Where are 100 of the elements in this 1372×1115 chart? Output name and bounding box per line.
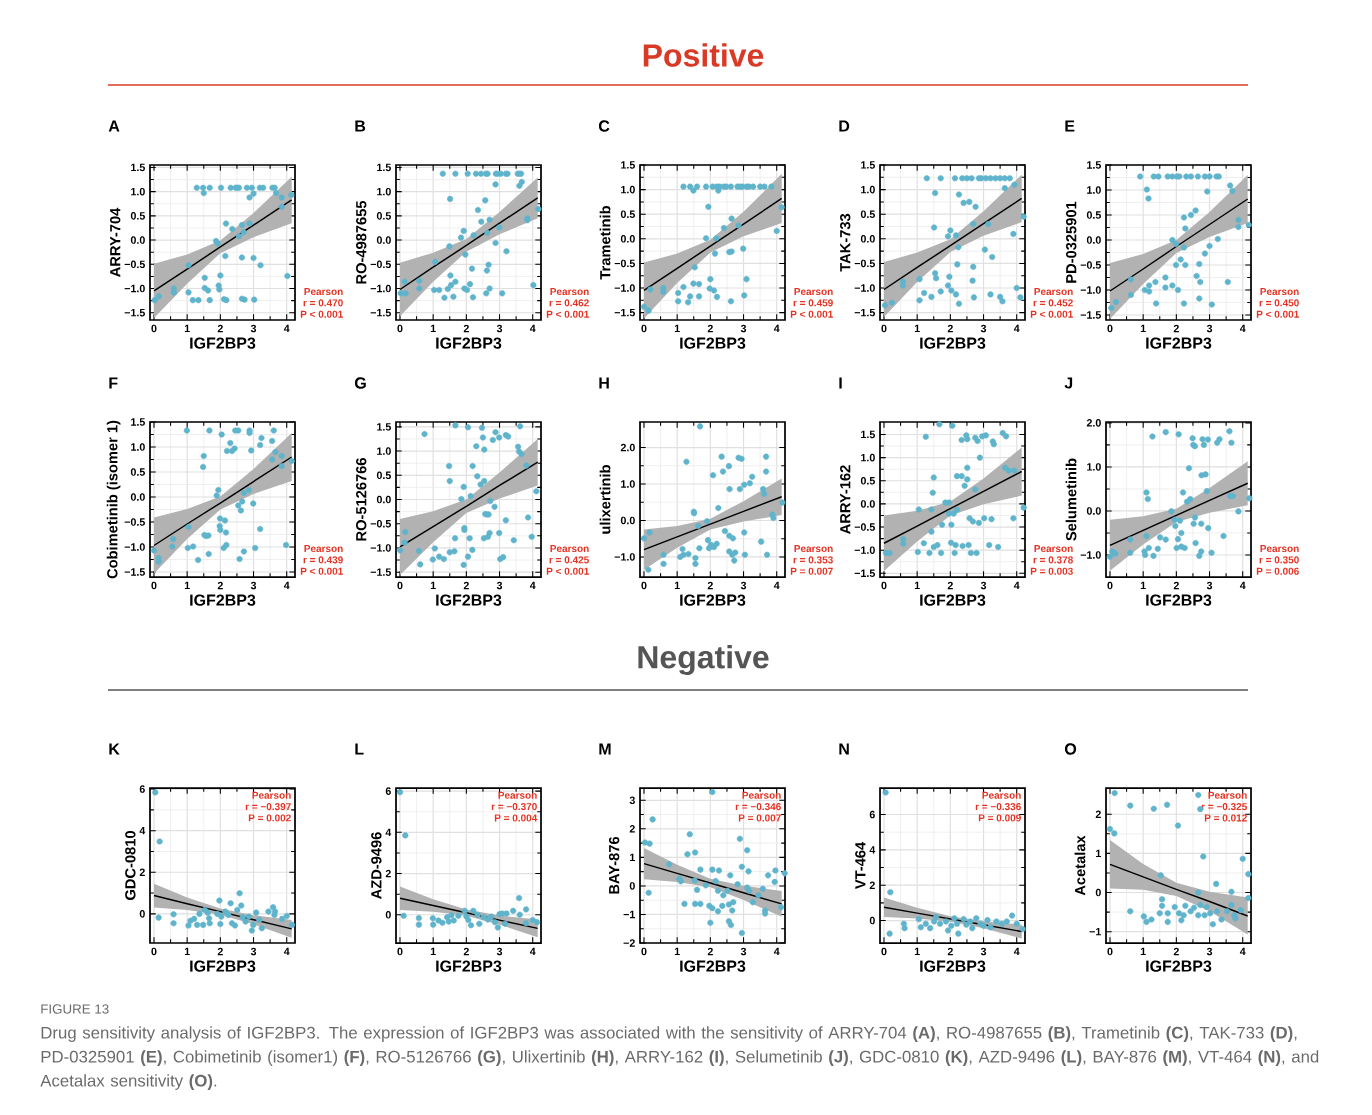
y-tick-label: −1.5 (124, 309, 145, 317)
chart-title: H (599, 377, 609, 389)
y-tick-label: 3 (629, 796, 635, 805)
annotation: P = 0.002 (248, 814, 291, 822)
y-tick-label: 1.5 (861, 430, 875, 439)
y-tick-label: −0.5 (854, 523, 875, 531)
y-tick-label: 1.5 (131, 163, 145, 172)
y-tick-label: 1.0 (861, 453, 875, 462)
y-tick-label: −1 (1089, 927, 1101, 936)
x-tick-label: 3 (250, 324, 257, 333)
y-tick-label: 0.5 (620, 210, 635, 218)
x-tick-label: 3 (740, 581, 747, 590)
y-axis-title: TAK-733 (840, 213, 851, 272)
x-tick-label: 1 (1140, 324, 1146, 333)
text: P < 0.001 (1030, 310, 1073, 318)
text: Pearson (1034, 288, 1073, 296)
text: Pearson (550, 288, 589, 296)
y-tick-label: −1.5 (854, 308, 875, 317)
y-tick-label: 0.0 (1086, 507, 1101, 515)
y-tick-label: 1.0 (621, 185, 635, 194)
y-tick-label: 6 (139, 785, 145, 793)
y-tick-label: 0.5 (860, 210, 875, 218)
y-axis-title: VT-464 (855, 841, 866, 890)
text: Positive (643, 43, 764, 67)
y-tick-label: 1.0 (1087, 463, 1101, 471)
x-tick-label: 3 (740, 947, 747, 956)
y-axis-title: Cobimetinib (isomer 1) (106, 420, 121, 579)
text: Negative (638, 645, 769, 675)
annotation: r = −0.397 (245, 803, 291, 811)
y-tick-label: 0.0 (376, 495, 391, 504)
y-tick-label: −1.5 (370, 309, 391, 317)
y-tick-label: 4 (869, 846, 876, 854)
y-tick-label: 0.5 (1086, 211, 1101, 219)
x-axis-title: IGF2BP3 (190, 337, 256, 349)
x-tick-label: 4 (1239, 324, 1246, 333)
y-tick-label: 2 (1095, 810, 1101, 818)
y-tick-label: −0.5 (370, 519, 391, 528)
x-tick-label: 2 (463, 947, 469, 956)
chart-title: M (599, 743, 611, 755)
x-tick-label: 4 (1013, 581, 1020, 590)
y-tick-label: 6 (869, 810, 875, 819)
y-tick-label: 1.0 (1087, 186, 1101, 194)
text: P = 0.007 (790, 567, 833, 575)
text: Pearson (550, 545, 589, 553)
x-tick-label: 0 (641, 947, 647, 956)
x-axis-title: IGF2BP3 (1146, 337, 1212, 349)
annotation: r = −0.370 (491, 803, 537, 811)
y-tick-label: −1.0 (614, 553, 635, 561)
x-tick-label: 1 (184, 947, 190, 956)
x-tick-label: 2 (217, 581, 223, 590)
chart-title: F (109, 377, 118, 389)
y-tick-label: 1.5 (621, 161, 635, 169)
y-tick-label: 0.5 (376, 471, 391, 480)
x-tick-label: 4 (283, 581, 290, 590)
y-tick-label: 4 (385, 828, 392, 836)
text: r = 0.378 (1033, 556, 1073, 564)
y-tick-label: −1.0 (370, 544, 391, 552)
y-tick-label: 1.5 (377, 423, 391, 431)
x-tick-label: 1 (674, 324, 680, 333)
x-tick-label: 1 (674, 947, 680, 956)
annotation: Pearson (982, 791, 1021, 799)
y-tick-label: 0.5 (130, 468, 145, 476)
x-tick-label: 0 (881, 324, 887, 333)
annotation: P = 0.012 (1204, 814, 1247, 822)
y-axis-title: Trametinib (599, 206, 611, 280)
x-axis-title: IGF2BP3 (436, 960, 502, 972)
y-tick-label: 2 (629, 825, 635, 833)
chart-title: J (1064, 377, 1073, 389)
x-tick-label: 0 (1107, 947, 1113, 956)
x-tick-label: 2 (947, 947, 953, 956)
x-tick-label: 1 (430, 581, 436, 590)
x-tick-label: 1 (674, 581, 680, 590)
y-tick-label: −0.5 (854, 259, 875, 268)
x-tick-label: 2 (1173, 324, 1179, 333)
y-tick-label: −1 (623, 910, 635, 919)
y-tick-label: −1.5 (614, 308, 635, 317)
x-tick-label: 2 (1173, 947, 1179, 956)
y-tick-label: 0.0 (620, 516, 635, 525)
x-axis-title: IGF2BP3 (680, 337, 746, 349)
text: Pearson (794, 545, 833, 553)
x-tick-label: 0 (151, 324, 157, 333)
y-tick-label: 0.0 (860, 235, 875, 243)
y-tick-label: −1.5 (1080, 311, 1101, 319)
text: P < 0.001 (546, 310, 589, 318)
x-tick-label: 1 (914, 947, 920, 956)
annotation: P = 0.004 (494, 814, 538, 822)
chart-title: E (1065, 120, 1075, 132)
x-tick-label: 4 (283, 324, 290, 333)
y-tick-label: 0.5 (860, 477, 875, 485)
y-tick-label: 6 (385, 787, 391, 795)
x-tick-label: 3 (980, 581, 987, 590)
y-tick-label: 2 (385, 869, 391, 878)
text: Pearson (1034, 545, 1073, 553)
x-tick-label: 1 (914, 324, 920, 333)
text: r = 0.452 (1033, 299, 1073, 307)
x-tick-label: 4 (1239, 581, 1246, 590)
x-tick-label: 2 (217, 324, 223, 333)
x-axis-title: IGF2BP3 (680, 594, 746, 606)
text: r = 0.470 (303, 299, 343, 307)
y-tick-label: −1.0 (854, 284, 875, 292)
